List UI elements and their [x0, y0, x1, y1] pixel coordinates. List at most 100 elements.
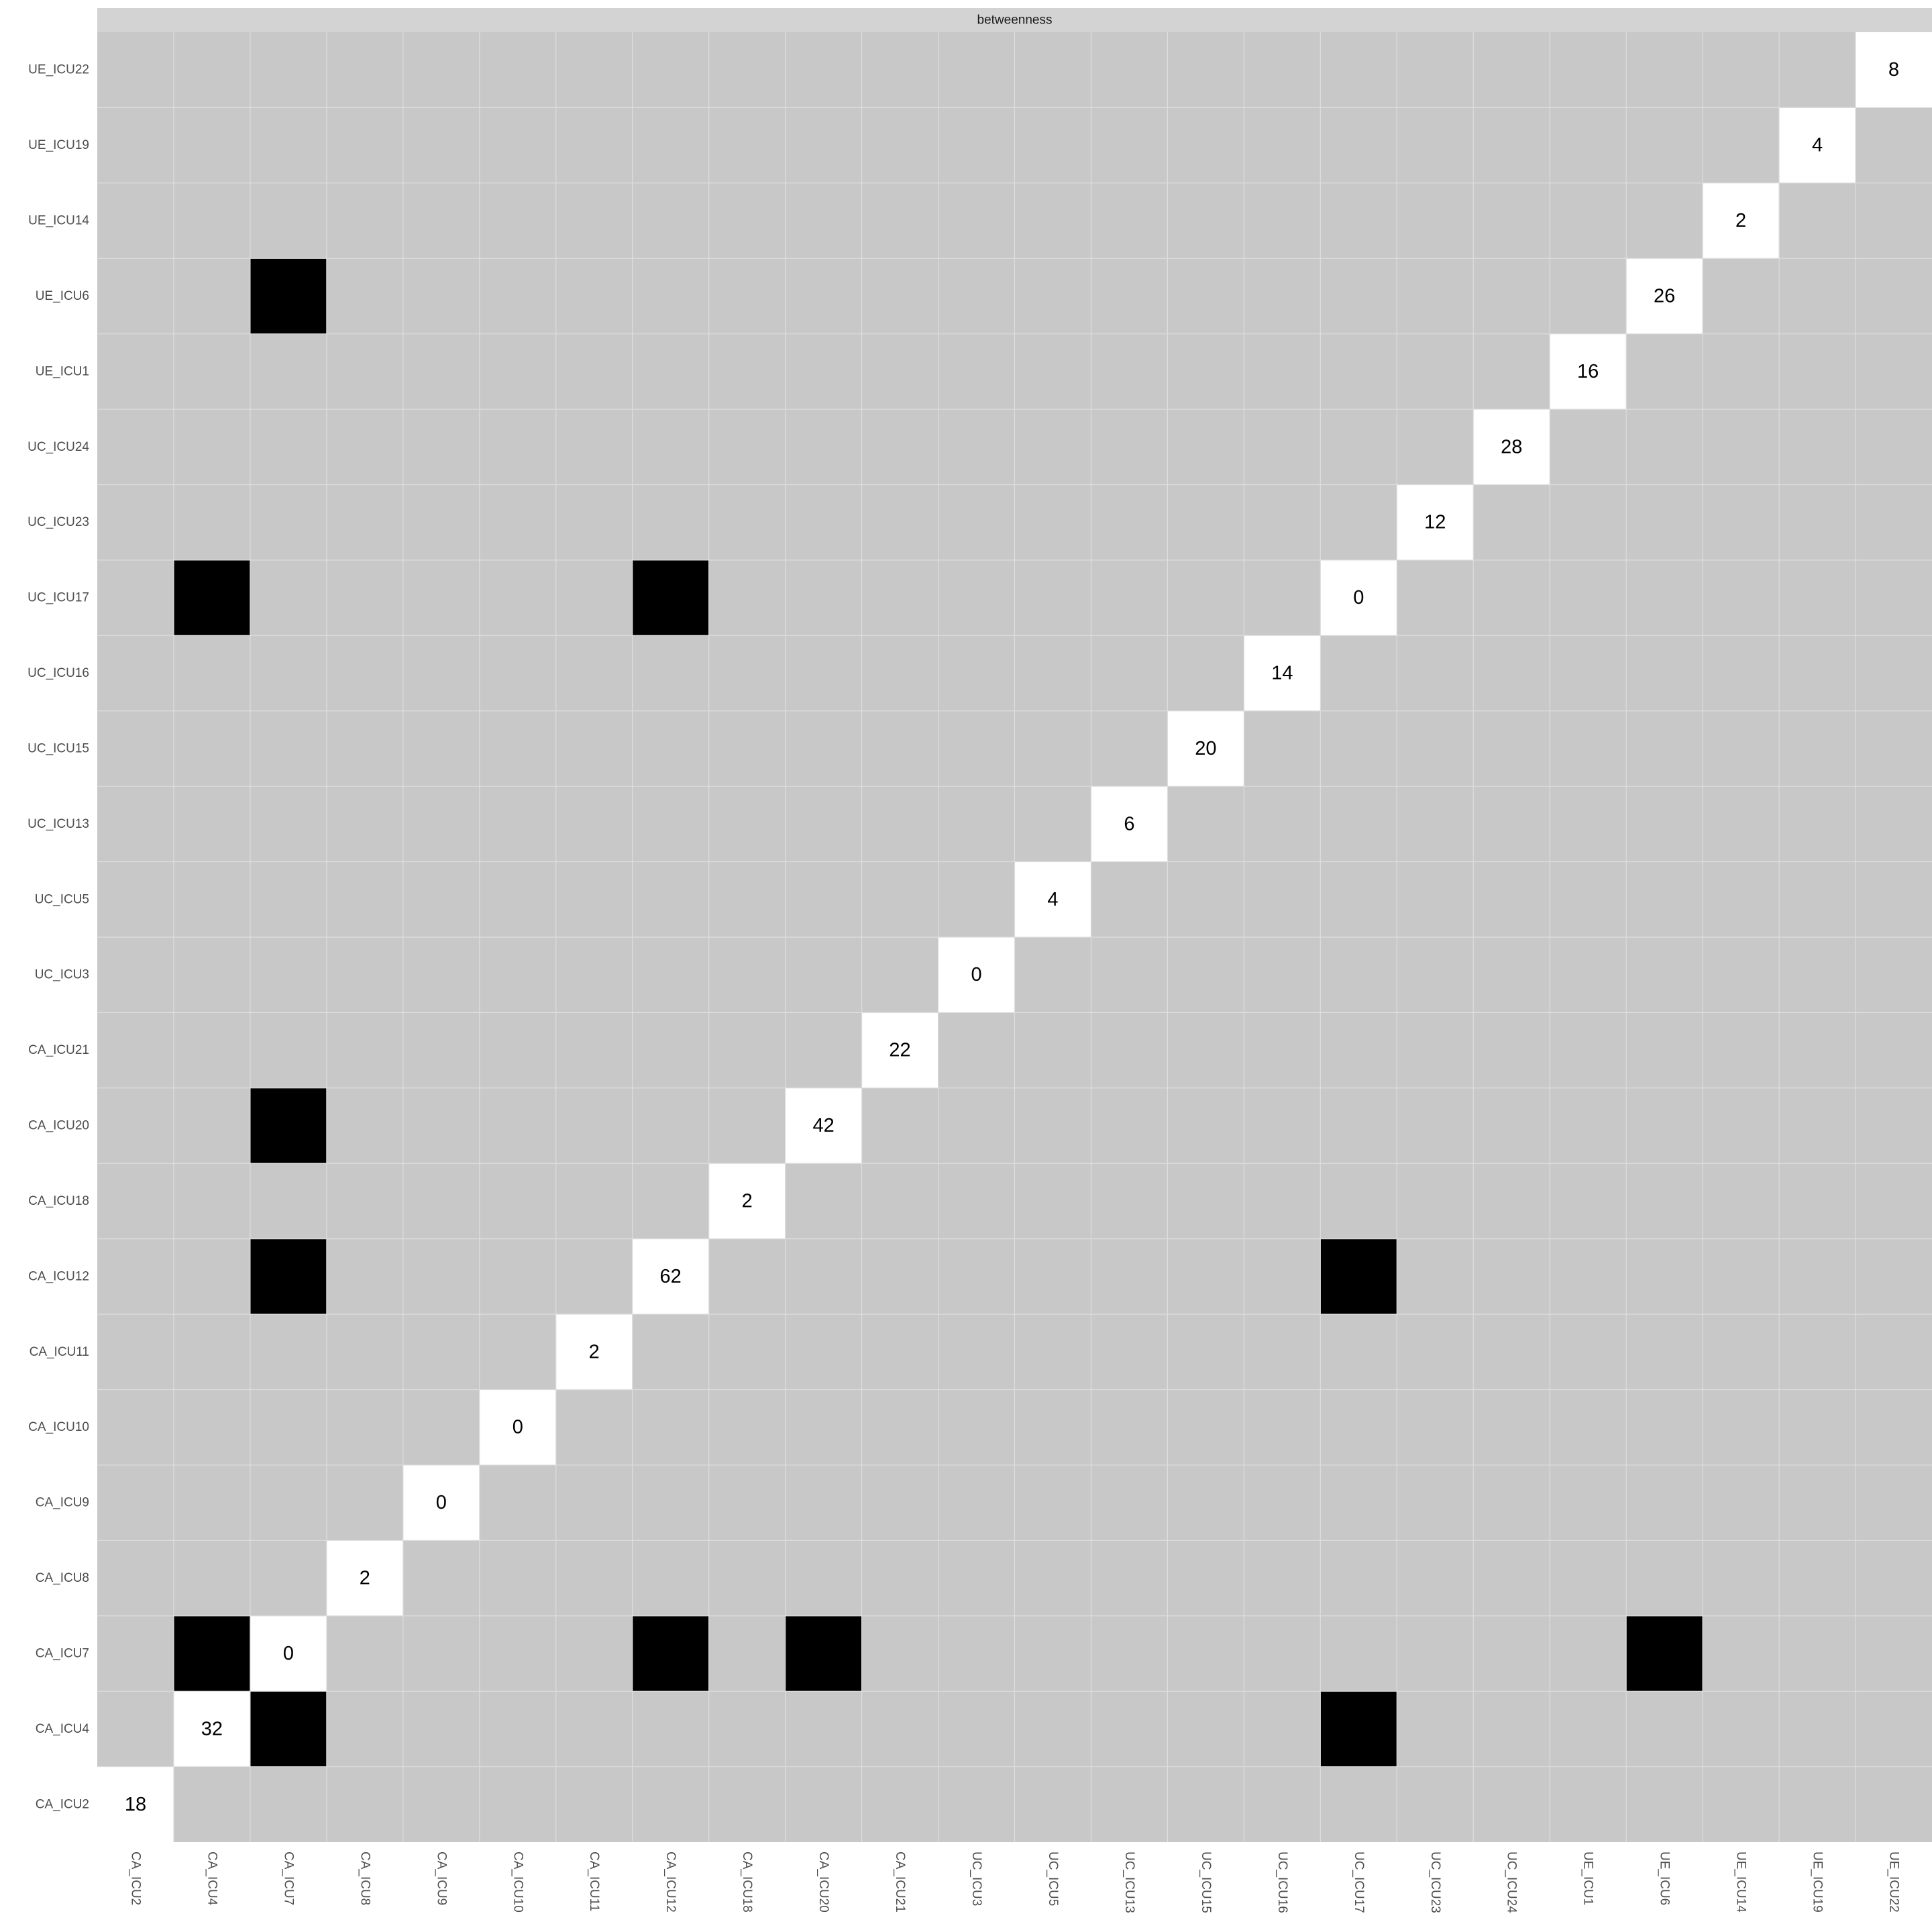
diagonal-cell [1550, 333, 1627, 410]
diagonal-cell [97, 1766, 174, 1842]
x-tick-label: UC_ICU15 [1199, 1851, 1213, 1913]
edge-cell [1320, 1691, 1397, 1767]
y-tick-label: CA_ICU9 [36, 1496, 89, 1510]
edge-cell [250, 1087, 327, 1164]
cell-value-label: 26 [1654, 285, 1675, 307]
y-tick-label: UE_ICU14 [28, 214, 89, 228]
diagonal-cell [861, 1012, 938, 1088]
edge-cell [250, 258, 327, 334]
edge-cell [250, 1238, 327, 1315]
y-tick-label: CA_ICU20 [28, 1119, 89, 1133]
edge-cell [632, 559, 709, 636]
diagonal-cell [785, 1087, 862, 1164]
y-tick-label: UE_ICU19 [28, 138, 89, 152]
x-tick-label: UC_ICU24 [1505, 1851, 1519, 1913]
x-tick-label: CA_ICU4 [205, 1851, 219, 1906]
diagonal-cell [1779, 107, 1856, 183]
cell-value-label: 20 [1195, 738, 1216, 759]
y-tick-label: CA_ICU12 [28, 1269, 89, 1283]
y-tick-label: CA_ICU8 [36, 1571, 89, 1585]
y-axis-tick-labels: CA_ICU2 CA_ICU4 CA_ICU7 CA_ICU8 CA_ICU9 CA_IC… [28, 63, 89, 1812]
diagonal-cell [402, 1464, 480, 1541]
facet-strip-background [97, 8, 1932, 32]
diagonal-cell [938, 937, 1015, 1013]
diagonal-cell [1703, 182, 1780, 259]
cell-value-label: 4 [1812, 135, 1823, 156]
cell-value-label: 0 [971, 964, 981, 985]
y-tick-label: UC_ICU23 [28, 515, 89, 529]
diagonal-cell [1091, 786, 1168, 862]
x-tick-label: UC_ICU3 [969, 1851, 983, 1906]
facet-strip-label: betweenness [977, 13, 1053, 28]
cell-value-label: 0 [283, 1643, 294, 1664]
y-tick-label: CA_ICU21 [28, 1043, 89, 1057]
edge-cell [173, 559, 250, 636]
y-tick-label: UC_ICU5 [35, 892, 89, 906]
x-tick-label: UC_ICU17 [1352, 1851, 1366, 1913]
diagonal-cell [632, 1238, 709, 1315]
y-tick-label: UC_ICU16 [28, 666, 89, 680]
x-tick-label: UE_ICU1 [1581, 1851, 1595, 1905]
edge-cell [632, 1615, 709, 1692]
x-tick-label: UE_ICU19 [1811, 1851, 1825, 1913]
cell-value-label: 8 [1888, 59, 1899, 80]
cell-value-label: 2 [589, 1341, 600, 1362]
diagonal-cell [1244, 635, 1321, 711]
x-tick-label: CA_ICU9 [434, 1851, 448, 1905]
cell-value-label: 2 [1735, 210, 1746, 231]
y-tick-label: UE_ICU6 [36, 289, 89, 303]
y-tick-label: UE_ICU22 [28, 63, 89, 77]
x-axis-tick-labels: CA_ICU2 CA_ICU4 CA_ICU7 CA_ICU8 CA_ICU9 CA_IC… [128, 1851, 1900, 1913]
cell-value-label: 6 [1124, 813, 1134, 835]
x-tick-label: CA_ICU2 [128, 1851, 142, 1905]
x-tick-label: UC_ICU13 [1122, 1851, 1136, 1913]
diagonal-cell [479, 1389, 556, 1465]
y-tick-label: UC_ICU15 [28, 741, 89, 755]
cell-value-label: 16 [1577, 361, 1599, 382]
y-tick-label: CA_ICU2 [36, 1797, 89, 1811]
cell-value-label: 42 [812, 1115, 834, 1136]
cell-value-label: 14 [1271, 663, 1293, 684]
diagonal-cell [1320, 559, 1397, 636]
cell-value-label: 32 [201, 1718, 223, 1739]
x-tick-label: UE_ICU6 [1658, 1851, 1672, 1905]
diagonal-cell [708, 1163, 786, 1239]
y-tick-label: UC_ICU17 [28, 591, 89, 605]
cell-value-label: 22 [889, 1040, 910, 1061]
diagonal-cell [1014, 861, 1091, 937]
y-tick-label: CA_ICU7 [36, 1646, 89, 1660]
x-tick-label: UC_ICU5 [1046, 1851, 1060, 1906]
edge-cell [173, 1615, 250, 1692]
y-tick-label: CA_ICU10 [28, 1420, 89, 1434]
edge-cell [250, 1691, 327, 1767]
y-tick-label: CA_ICU4 [36, 1722, 90, 1736]
edge-cell [1626, 1615, 1703, 1692]
x-tick-label: UC_ICU16 [1275, 1851, 1289, 1913]
cell-value-label: 0 [1353, 587, 1364, 608]
heatmap-cells [97, 32, 1932, 1842]
diagonal-cell [1626, 258, 1703, 334]
x-tick-label: CA_ICU11 [587, 1851, 601, 1911]
x-tick-label: CA_ICU20 [816, 1851, 830, 1913]
y-tick-label: CA_ICU11 [30, 1345, 89, 1359]
x-tick-label: CA_ICU8 [358, 1851, 372, 1905]
grid-lines [97, 32, 1932, 1842]
cell-value-label: 18 [125, 1794, 146, 1815]
facet-strip: betweenness [97, 8, 1932, 32]
y-tick-label: UC_ICU3 [35, 968, 89, 982]
x-tick-label: CA_ICU10 [511, 1851, 525, 1913]
x-tick-label: UE_ICU14 [1734, 1851, 1748, 1913]
x-tick-label: CA_ICU21 [893, 1851, 907, 1913]
diagonal-cell [1856, 32, 1932, 108]
cell-value-label: 2 [742, 1190, 753, 1212]
x-tick-label: CA_ICU18 [740, 1851, 754, 1913]
x-tick-label: CA_ICU12 [663, 1851, 678, 1913]
edge-cell [785, 1615, 862, 1692]
diagonal-cell [555, 1314, 633, 1390]
cell-value-label: 2 [360, 1568, 370, 1589]
cell-value-label: 62 [660, 1266, 682, 1287]
diagonal-cell [173, 1691, 250, 1767]
edge-cell [1320, 1238, 1397, 1315]
